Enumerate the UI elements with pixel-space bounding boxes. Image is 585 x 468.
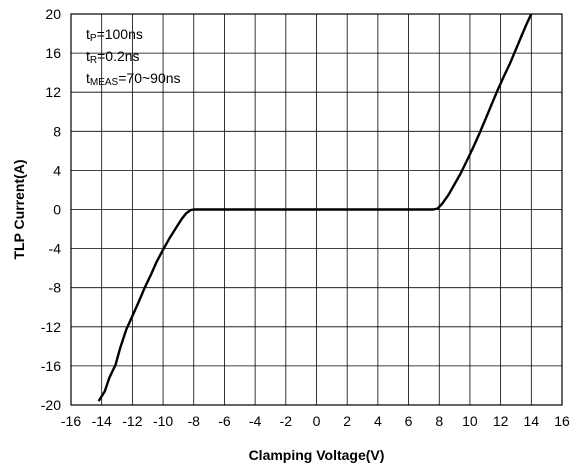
series-layer <box>97 13 533 402</box>
y-tick-label: 16 <box>45 45 61 61</box>
x-tick-label: 6 <box>405 413 413 429</box>
y-tick-label: 20 <box>45 6 61 22</box>
x-tick-label: 16 <box>554 413 570 429</box>
x-tick-label: 0 <box>313 413 321 429</box>
x-tick-label: 10 <box>462 413 478 429</box>
x-tick-label: 14 <box>524 413 540 429</box>
x-tick-labels: -16 -14 -12 -10 -8 -6 -4 -2 0 2 4 6 8 10 12 14 16 <box>61 413 570 429</box>
y-tick-label: 12 <box>45 84 61 100</box>
y-tick-label: -16 <box>41 358 61 374</box>
x-tick-label: 2 <box>343 413 351 429</box>
y-tick-label: -4 <box>49 241 62 257</box>
iv-curve <box>97 13 533 402</box>
y-tick-label: -8 <box>49 280 62 296</box>
y-tick-labels: 20 16 12 8 4 0 -4 -8 -12 -16 -20 <box>41 6 61 413</box>
x-tick-label: -14 <box>92 413 112 429</box>
y-axis-label: TLP Current(A) <box>11 159 27 259</box>
x-tick-label: -10 <box>153 413 173 429</box>
x-tick-label: -16 <box>61 413 81 429</box>
y-tick-label: -12 <box>41 319 61 335</box>
x-tick-label: -6 <box>218 413 231 429</box>
x-tick-label: 12 <box>493 413 509 429</box>
plot-frame <box>70 13 563 406</box>
x-tick-label: -12 <box>122 413 142 429</box>
annotation-line: tP=100ns <box>86 26 143 44</box>
x-tick-label: -8 <box>188 413 201 429</box>
y-tick-label: 8 <box>53 123 61 139</box>
y-tick-label: -20 <box>41 397 61 413</box>
x-tick-label: 4 <box>374 413 382 429</box>
x-tick-label: -2 <box>280 413 293 429</box>
annotation-line: tMEAS=70~90ns <box>86 70 181 88</box>
x-tick-label: 8 <box>435 413 443 429</box>
y-tick-label: 4 <box>53 162 61 178</box>
annotation-line: tR=0.2ns <box>86 48 140 66</box>
x-axis-label: Clamping Voltage(V) <box>249 447 385 463</box>
x-tick-label: -4 <box>249 413 262 429</box>
annotation-box: tP=100ns tR=0.2ns tMEAS=70~90ns <box>86 26 181 88</box>
y-tick-label: 0 <box>53 202 61 218</box>
grid <box>71 14 562 405</box>
